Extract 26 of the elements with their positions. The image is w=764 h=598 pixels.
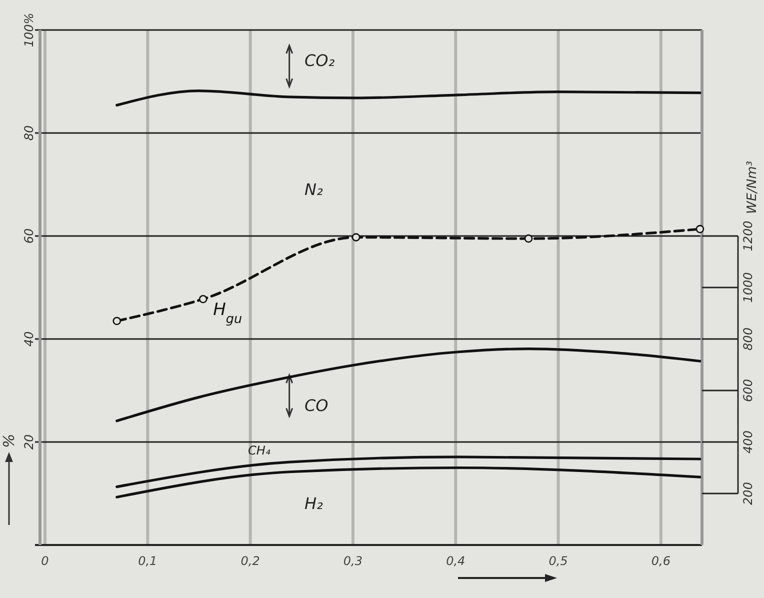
y-tick-label: 100%: [22, 12, 36, 48]
x-tick-label: 0,1: [138, 554, 158, 568]
annotation: N₂: [304, 180, 324, 199]
x-tick-label: 0,6: [651, 554, 671, 568]
x-tick-label: 0,2: [240, 554, 260, 568]
x-tick-label: 0,4: [446, 554, 466, 568]
y2-tick-label: 200: [741, 482, 755, 505]
y-tick-label: 20: [22, 434, 36, 450]
annotation: CO₂: [304, 51, 336, 70]
x-tick-label: 0,3: [343, 554, 363, 568]
x-tick-label: 0,5: [548, 554, 568, 568]
annotation: CH₄: [248, 443, 270, 458]
y2-tick-label: 1200: [741, 220, 755, 252]
y-tick-label: 80: [22, 125, 36, 141]
y2-tick-label: 1000: [741, 272, 755, 303]
y-axis-title: %: [0, 434, 18, 448]
x-tick-label: 0: [41, 554, 50, 568]
y2-axis-title: WE/Nm³: [745, 160, 760, 214]
series-label: H$_{gu}$: [213, 300, 242, 327]
y-tick-label: 60: [22, 228, 36, 244]
annotation: CO: [304, 396, 328, 416]
annotation: H₂: [304, 494, 324, 513]
y2-tick-label: 400: [741, 430, 755, 454]
y2-tick-label: 600: [741, 378, 755, 402]
y-tick-label: 40: [22, 331, 36, 347]
y2-tick-label: 800: [741, 327, 755, 350]
